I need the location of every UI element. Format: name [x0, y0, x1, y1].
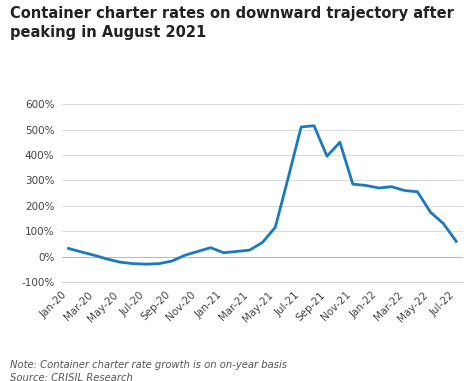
Text: Note: Container charter rate growth is on on-year basis: Note: Container charter rate growth is o… — [10, 360, 286, 370]
Text: Source: CRISIL Research: Source: CRISIL Research — [10, 373, 132, 381]
Text: peaking in August 2021: peaking in August 2021 — [10, 25, 205, 40]
Text: Container charter rates on downward trajectory after: Container charter rates on downward traj… — [10, 6, 453, 21]
